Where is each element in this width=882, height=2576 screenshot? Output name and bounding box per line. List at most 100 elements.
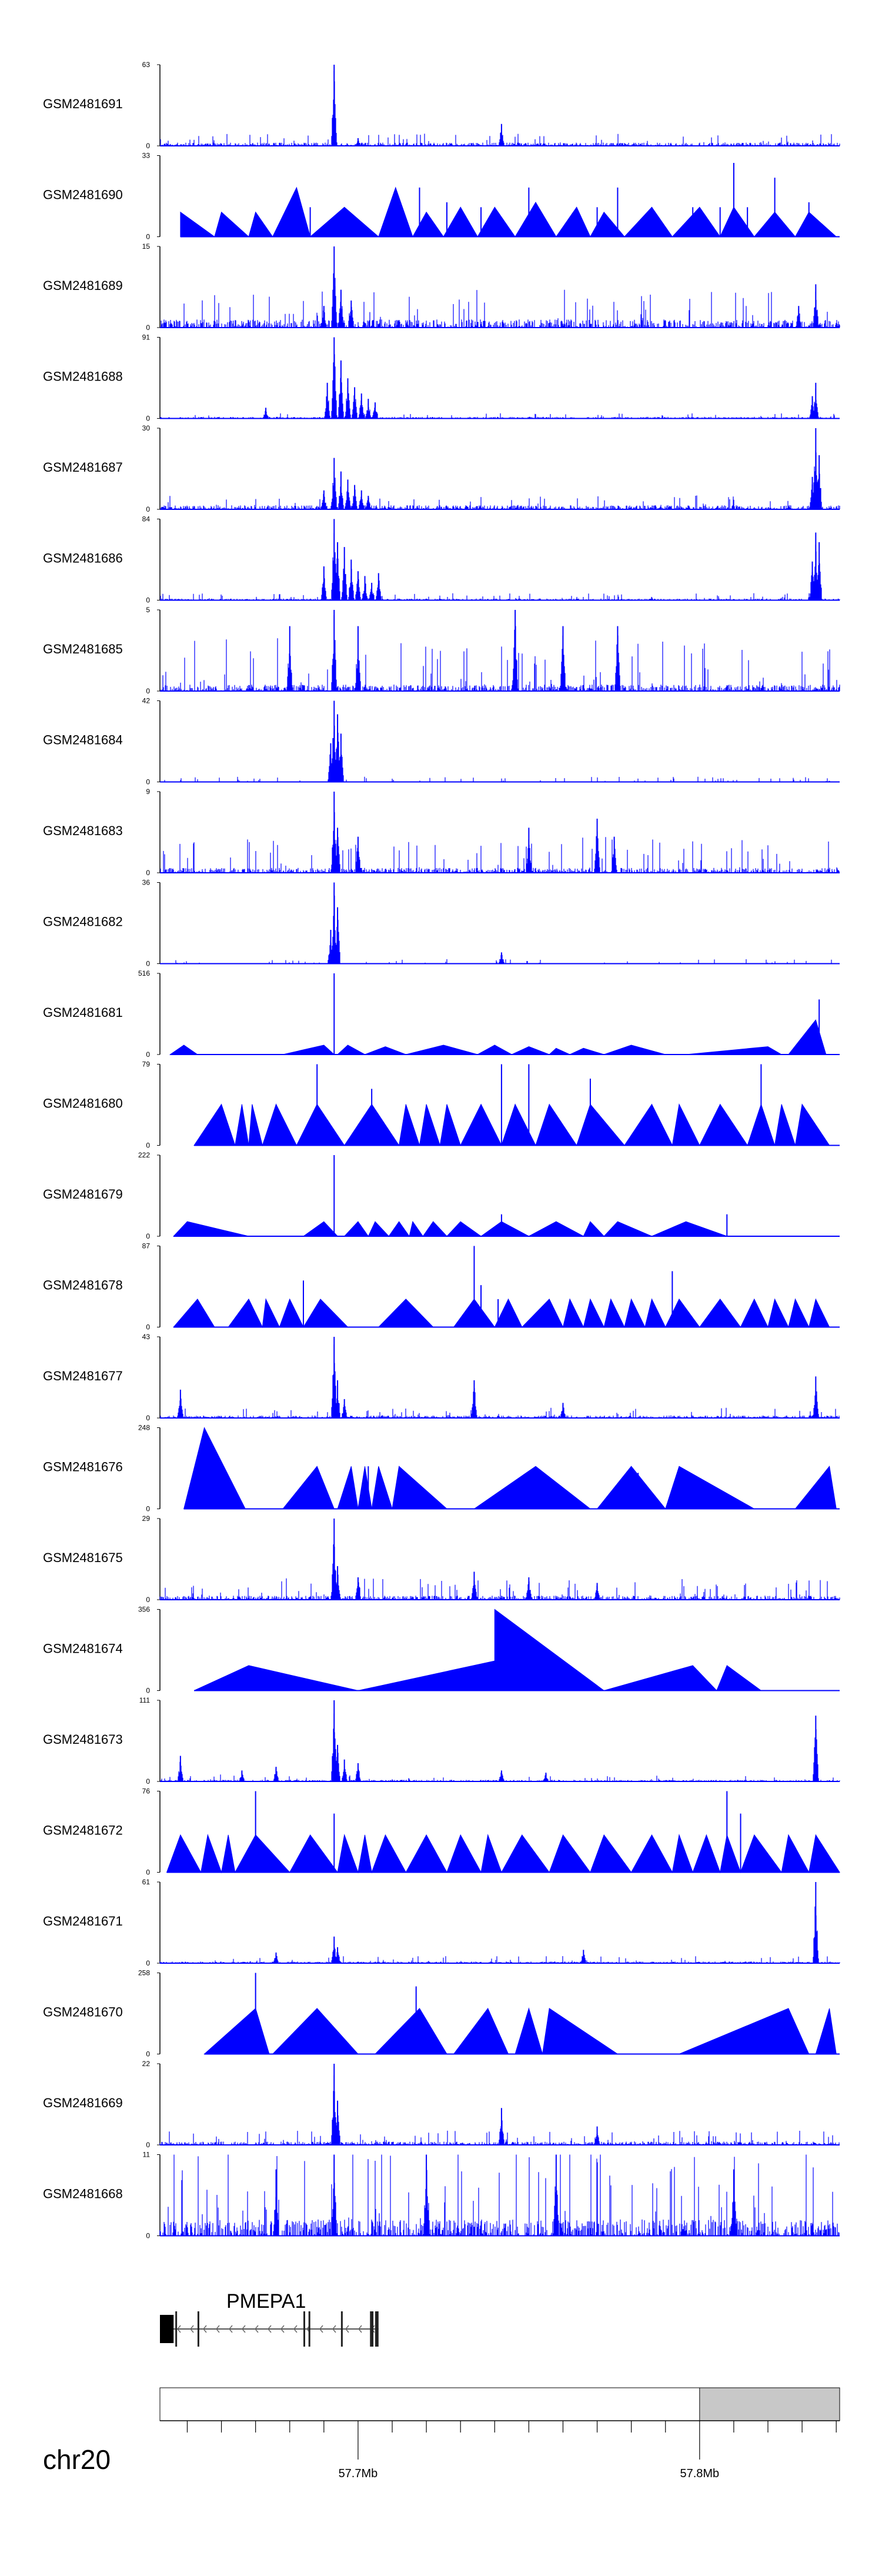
track-GSM2481668: GSM2481668 11 0 xyxy=(43,2151,840,2240)
coverage-area xyxy=(193,1103,830,1147)
track-label: GSM2481668 xyxy=(43,2187,123,2201)
track-label: GSM2481670 xyxy=(43,2005,123,2020)
track-GSM2481683: GSM2481683 9 0 xyxy=(43,788,840,877)
y-max-label: 111 xyxy=(139,1696,151,1704)
track-GSM2481687: GSM2481687 30 0 xyxy=(43,424,840,513)
y-min-label: 0 xyxy=(146,1232,150,1240)
coverage-area xyxy=(183,1427,837,1510)
track-GSM2481681: GSM2481681 516 0 xyxy=(43,969,840,1059)
y-min-label: 0 xyxy=(146,1142,150,1150)
y-max-label: 84 xyxy=(142,515,151,523)
strand-arrow xyxy=(280,2325,285,2333)
track-label: GSM2481680 xyxy=(43,1096,123,1111)
strand-arrow xyxy=(242,2325,246,2333)
y-max-label: 516 xyxy=(138,969,150,977)
y-max-label: 87 xyxy=(142,1242,151,1250)
track-label: GSM2481671 xyxy=(43,1914,123,1928)
y-min-label: 0 xyxy=(146,233,150,241)
track-label: GSM2481689 xyxy=(43,278,123,293)
track-label: GSM2481682 xyxy=(43,915,123,929)
chromosome-name-label: chr20 xyxy=(43,2444,111,2475)
coverage-signal xyxy=(160,71,840,146)
track-label: GSM2481686 xyxy=(43,551,123,566)
track-GSM2481689: GSM2481689 15 0 xyxy=(43,242,840,332)
strand-arrow xyxy=(268,2325,272,2333)
chromosome-highlight-band xyxy=(699,2387,840,2421)
coverage-signal xyxy=(160,812,840,873)
y-max-label: 42 xyxy=(142,697,151,705)
y-min-label: 0 xyxy=(146,960,150,968)
y-min-label: 0 xyxy=(146,1687,150,1695)
coverage-signal xyxy=(159,1544,840,1600)
strand-arrow xyxy=(345,2325,349,2333)
track-label: GSM2481690 xyxy=(43,188,123,202)
track-GSM2481682: GSM2481682 36 0 xyxy=(43,879,840,968)
y-max-label: 33 xyxy=(142,152,151,160)
track-GSM2481679: GSM2481679 222 0 xyxy=(43,1151,840,1240)
x-tick-label: 57.8Mb xyxy=(680,2467,719,2480)
strand-arrow xyxy=(332,2325,336,2333)
track-label: GSM2481691 xyxy=(43,96,123,111)
y-min-label: 0 xyxy=(146,505,150,513)
track-GSM2481678: GSM2481678 87 0 xyxy=(43,1242,840,1332)
y-min-label: 0 xyxy=(146,1959,150,1967)
gene-exon xyxy=(160,2315,174,2343)
track-GSM2481671: GSM2481671 61 0 xyxy=(43,1878,840,1967)
y-max-label: 5 xyxy=(146,606,150,614)
y-min-label: 0 xyxy=(146,1596,150,1604)
y-max-label: 43 xyxy=(142,1333,151,1341)
coverage-signal xyxy=(161,615,840,691)
coverage-area xyxy=(169,1019,827,1055)
y-min-label: 0 xyxy=(146,323,150,332)
coverage-signal xyxy=(159,1906,840,1963)
y-max-label: 356 xyxy=(138,1606,150,1614)
y-max-label: 91 xyxy=(142,333,151,342)
y-max-label: 79 xyxy=(142,1060,151,1069)
strand-arrow xyxy=(177,2325,181,2333)
coverage-signal xyxy=(159,2075,840,2145)
track-label: GSM2481685 xyxy=(43,642,123,656)
y-max-label: 11 xyxy=(143,2151,151,2159)
track-GSM2481676: GSM2481676 248 0 xyxy=(43,1424,840,1513)
y-min-label: 0 xyxy=(146,415,150,423)
track-GSM2481670: GSM2481670 258 0 xyxy=(43,1969,840,2058)
track-GSM2481669: GSM2481669 22 0 xyxy=(43,2060,840,2149)
track-label: GSM2481675 xyxy=(43,1550,123,1565)
y-max-label: 22 xyxy=(142,2060,151,2068)
coverage-signal xyxy=(161,273,840,328)
strand-arrow xyxy=(293,2325,298,2333)
y-max-label: 258 xyxy=(138,1969,150,1977)
y-max-label: 222 xyxy=(138,1151,150,1159)
track-label: GSM2481681 xyxy=(43,1005,123,1020)
y-max-label: 248 xyxy=(138,1424,150,1432)
coverage-area xyxy=(166,1833,840,1874)
strand-arrow xyxy=(229,2325,233,2333)
y-min-label: 0 xyxy=(146,2141,150,2149)
track-label: GSM2481677 xyxy=(43,1369,123,1383)
x-tick-label: 57.7Mb xyxy=(339,2467,378,2480)
coverage-signal xyxy=(159,2154,840,2236)
y-max-label: 76 xyxy=(142,1787,151,1796)
track-GSM2481684: GSM2481684 42 0 xyxy=(43,697,840,786)
coverage-area xyxy=(203,2007,837,2054)
y-min-label: 0 xyxy=(146,869,150,877)
track-GSM2481673: GSM2481673 111 0 xyxy=(43,1696,840,1786)
coverage-signal xyxy=(160,533,840,600)
coverage-signal xyxy=(161,1713,840,1781)
track-GSM2481675: GSM2481675 29 0 xyxy=(43,1514,840,1604)
track-GSM2481672: GSM2481672 76 0 xyxy=(43,1787,840,1877)
gene-annotation: PMEPA1 xyxy=(160,2290,379,2347)
y-max-label: 15 xyxy=(142,242,151,251)
y-max-label: 30 xyxy=(142,424,151,432)
track-GSM2481690: GSM2481690 33 0 xyxy=(43,152,840,241)
gene-exon xyxy=(370,2311,374,2347)
strand-arrow xyxy=(319,2325,323,2333)
gene-name-label: PMEPA1 xyxy=(226,2290,306,2313)
gene-exon xyxy=(303,2311,305,2347)
strand-arrow xyxy=(203,2325,207,2333)
y-max-label: 9 xyxy=(146,788,150,796)
track-GSM2481680: GSM2481680 79 0 xyxy=(43,1060,840,1150)
y-min-label: 0 xyxy=(146,1868,150,1877)
y-min-label: 0 xyxy=(146,1050,150,1059)
